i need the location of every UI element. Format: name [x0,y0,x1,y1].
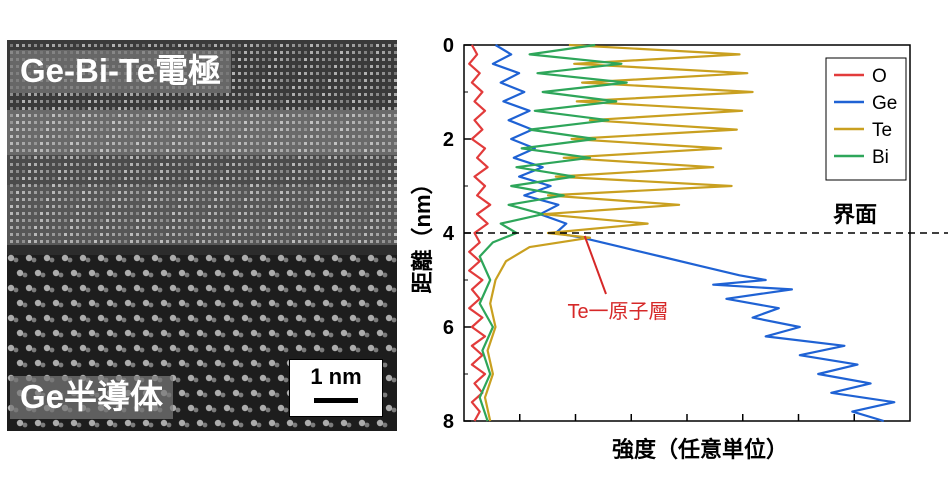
legend-label-ge: Ge [872,93,897,114]
intensity-profile-chart: 0 2 4 6 8 O Ge Te Bi 距離（nm） 強度（任意単位） 界面 Te一原子層 [400,0,951,499]
y-tick-label: 4 [443,223,455,245]
interface-label: 界面 [833,202,877,227]
x-axis-label: 強度（任意単位） [612,437,788,462]
annotation-pointer [583,235,607,295]
chart-svg: 0 2 4 6 8 O Ge Te Bi 距離（nm） 強度（任意単位） 界面 Te一原子層 [410,35,948,462]
legend: O Ge Te Bi [825,57,907,181]
electrode-label: Ge-Bi-Te電極 [10,50,232,93]
legend-label-o: O [872,66,887,87]
y-axis-label: 距離（nm） [410,172,435,293]
series-line-o [468,44,492,422]
y-tick-label: 6 [443,317,454,339]
stem-micrograph: Ge-Bi-Te電極 Ge半導体 1 nm [7,40,397,431]
series-line-te [483,43,754,422]
semiconductor-label: Ge半導体 [10,376,174,419]
y-tick-label: 2 [443,129,454,151]
series-line-bi [478,43,628,422]
legend-label-te: Te [872,120,892,141]
scale-bar-label: 1 nm [310,364,362,389]
y-tick-label: 0 [443,35,454,57]
scale-bar: 1 nm [289,359,383,417]
legend-label-bi: Bi [872,147,889,168]
scale-bar-line [314,398,358,403]
y-tick-label: 8 [443,411,454,433]
legend-box [825,57,907,181]
te-monolayer-annotation: Te一原子層 [567,301,668,323]
